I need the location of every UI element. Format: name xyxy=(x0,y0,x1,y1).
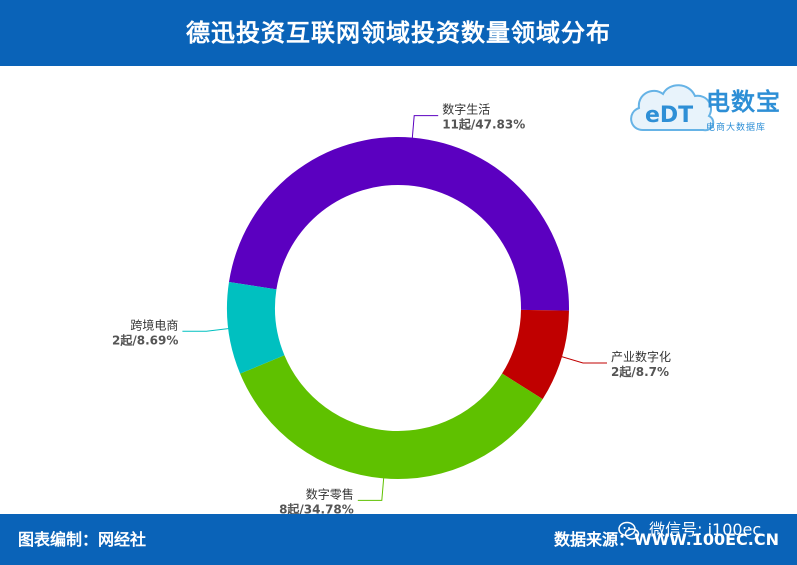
wechat-id: 微信号: i100ec xyxy=(649,520,762,539)
donut-slice xyxy=(502,309,569,400)
slice-value-label: 2起/8.7% xyxy=(611,364,669,379)
chart-title: 德迅投资互联网领域投资数量领域分布 xyxy=(186,19,611,47)
donut-slice xyxy=(228,137,569,311)
donut-slice xyxy=(240,355,543,480)
footer-credit: 图表编制：网经社 xyxy=(18,530,147,549)
slice-category-label: 产业数字化 xyxy=(611,349,671,364)
slice-value-label: 8起/34.78% xyxy=(279,501,354,514)
footer-source: 数据来源：WWW.100EC.CN xyxy=(553,530,779,549)
slice-value-label: 11起/47.83% xyxy=(442,117,525,132)
logo-name: 电数宝 xyxy=(706,88,781,116)
label-leader-line xyxy=(559,355,608,364)
slice-category-label: 跨境电商 xyxy=(130,317,178,332)
slice-value-label: 2起/8.69% xyxy=(112,332,178,347)
slice-category-label: 数字零售 xyxy=(306,486,354,501)
logo-subtitle: 电商大数据库 xyxy=(706,123,767,133)
donut-slice xyxy=(226,282,285,374)
footer-bar: 图表编制：网经社 数据来源：WWW.100EC.CN xyxy=(0,514,797,565)
header-bar: 德迅投资互联网领域投资数量领域分布 xyxy=(0,0,797,66)
label-leader-line xyxy=(411,115,439,140)
svg-text:eDT: eDT xyxy=(645,103,693,128)
wechat-icon xyxy=(618,521,640,540)
wechat-watermark: 微信号: i100ec xyxy=(618,518,761,542)
cloud-logo-icon: eDT xyxy=(630,84,715,132)
label-leader-line xyxy=(182,327,231,332)
label-leader-line xyxy=(357,476,385,501)
slice-category-label: 数字生活 xyxy=(442,102,490,117)
